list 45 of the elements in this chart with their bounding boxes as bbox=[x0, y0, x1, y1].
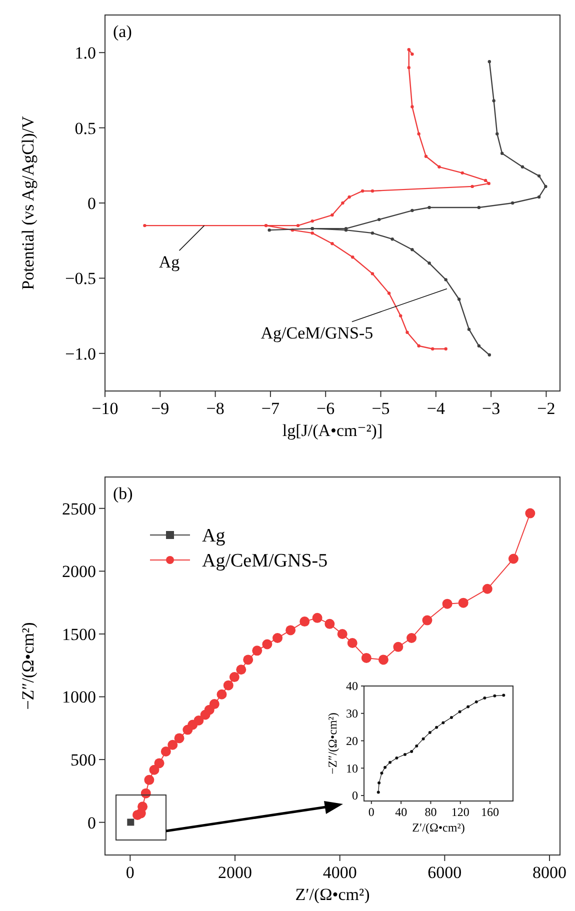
legend-label: Ag/CeM/GNS-5 bbox=[202, 550, 328, 572]
y-tick-label: 1000 bbox=[62, 688, 96, 707]
chart-title: (b) bbox=[113, 484, 133, 503]
x-tick-label: 0 bbox=[368, 805, 374, 819]
y-tick-label: 40 bbox=[346, 679, 358, 694]
x-tick-label: −5 bbox=[372, 399, 390, 418]
y-tick-label: 1500 bbox=[62, 624, 96, 644]
x-axis-title: lg[J/(A•cm⁻²)] bbox=[282, 421, 383, 440]
x-tick-label: 4000 bbox=[322, 863, 357, 882]
x-tick-label: 8000 bbox=[532, 863, 567, 882]
y-tick-label: 20 bbox=[346, 734, 358, 748]
x-tick-label: 160 bbox=[481, 805, 500, 819]
y-tick-label: 2500 bbox=[62, 499, 96, 518]
x-tick-label: −10 bbox=[92, 399, 118, 418]
y-tick-label: −1.0 bbox=[65, 344, 96, 364]
x-axis-title: Z′/(Ω•cm²) bbox=[412, 820, 465, 835]
y-tick-label: 0.5 bbox=[74, 118, 96, 138]
x-tick-label: −8 bbox=[206, 399, 224, 418]
y-tick-label: 0 bbox=[88, 194, 96, 213]
y-axis-title: Potential (vs Ag/AgCl)/V bbox=[18, 115, 38, 290]
x-tick-label: 40 bbox=[395, 805, 408, 819]
y-tick-label: 500 bbox=[70, 750, 96, 770]
annotation: Ag/CeM/GNS-5 bbox=[260, 324, 374, 343]
legend-label: Ag bbox=[202, 526, 226, 547]
y-tick-label: 2000 bbox=[62, 562, 96, 582]
x-tick-label: 6000 bbox=[428, 863, 462, 882]
x-tick-label: −3 bbox=[482, 399, 500, 418]
x-tick-label: 120 bbox=[451, 805, 470, 819]
y-tick-label: 30 bbox=[346, 706, 358, 721]
x-tick-label: 80 bbox=[424, 805, 437, 819]
y-tick-label: 1.0 bbox=[74, 44, 96, 63]
y-tick-label: 0 bbox=[352, 788, 358, 803]
x-tick-label: 2000 bbox=[218, 863, 252, 882]
x-tick-label: 0 bbox=[126, 863, 134, 882]
annotation: Ag bbox=[158, 252, 180, 272]
y-tick-label: −0.5 bbox=[65, 269, 96, 288]
chart-title: (a) bbox=[113, 22, 132, 41]
x-tick-label: −6 bbox=[316, 399, 335, 418]
x-tick-label: −9 bbox=[151, 399, 170, 418]
y-axis-title: −Z″/(Ω•cm²) bbox=[325, 712, 340, 774]
y-tick-label: 10 bbox=[346, 761, 358, 776]
x-tick-label: −2 bbox=[537, 399, 556, 418]
x-tick-label: −4 bbox=[426, 399, 446, 418]
x-tick-label: −7 bbox=[261, 399, 280, 418]
y-axis-title: −Z″/(Ω•cm²) bbox=[18, 622, 38, 710]
